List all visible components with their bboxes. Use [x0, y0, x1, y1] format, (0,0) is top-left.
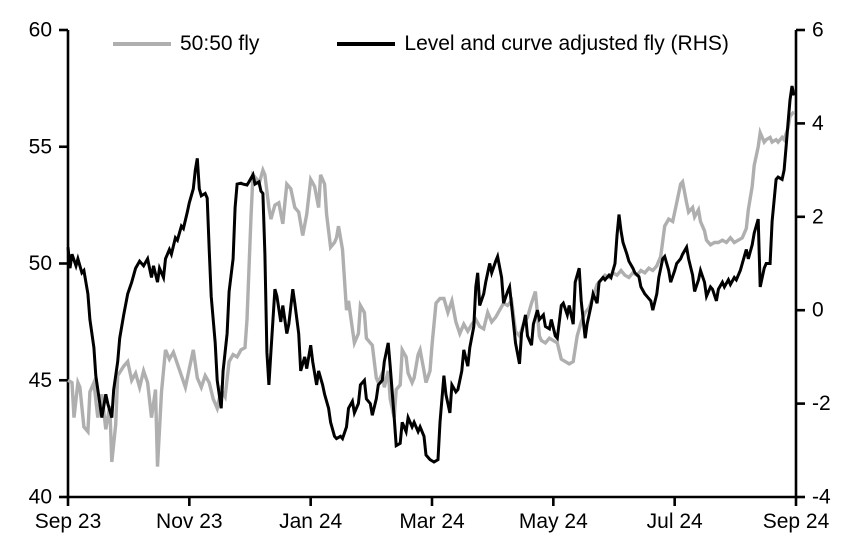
x-axis-tick-label: Jul 24 [647, 510, 703, 533]
chart-legend: 50:50 fly Level and curve adjusted fly (… [113, 33, 729, 54]
legend-label: 50:50 fly [180, 32, 260, 55]
left-axis-tick-label: 55 [29, 135, 52, 158]
series-line-gray [67, 110, 796, 467]
right-axis-tick-label: -4 [812, 486, 831, 509]
x-axis-tick-label: Sep 24 [763, 510, 830, 533]
left-axis-tick-label: 60 [29, 19, 52, 42]
legend-line-black-icon [337, 41, 396, 46]
legend-line-gray-icon [113, 41, 171, 46]
legend-item-adjusted-fly: Level and curve adjusted fly (RHS) [337, 33, 729, 54]
left-axis-tick-label: 40 [29, 486, 52, 509]
right-axis-tick-label: 0 [812, 299, 824, 322]
x-axis-tick-label: Mar 24 [399, 510, 465, 533]
legend-item-5050-fly: 50:50 fly [113, 33, 259, 54]
x-axis-tick-label: Sep 23 [35, 510, 102, 533]
axis-labels: 60 55 50 45 40 6 4 2 0 -2 -4 Sep 23 Nov 23 Jan 24 Mar … [29, 19, 831, 534]
x-axis-tick-label: Nov 23 [156, 510, 223, 533]
right-axis-tick-label: 6 [812, 19, 824, 42]
left-axis-tick-label: 50 [29, 252, 52, 275]
left-axis-tick-label: 45 [29, 369, 52, 392]
x-axis-tick-label: Jan 24 [279, 510, 342, 533]
right-axis-tick-label: 4 [812, 112, 824, 135]
right-axis-tick-label: 2 [812, 205, 824, 228]
series-lines [66, 85, 796, 467]
legend-label: Level and curve adjusted fly (RHS) [404, 32, 729, 55]
axes [59, 28, 805, 506]
right-axis-tick-label: -2 [812, 392, 831, 415]
x-axis-tick-label: May 24 [519, 510, 588, 533]
series-line-black [66, 85, 796, 464]
